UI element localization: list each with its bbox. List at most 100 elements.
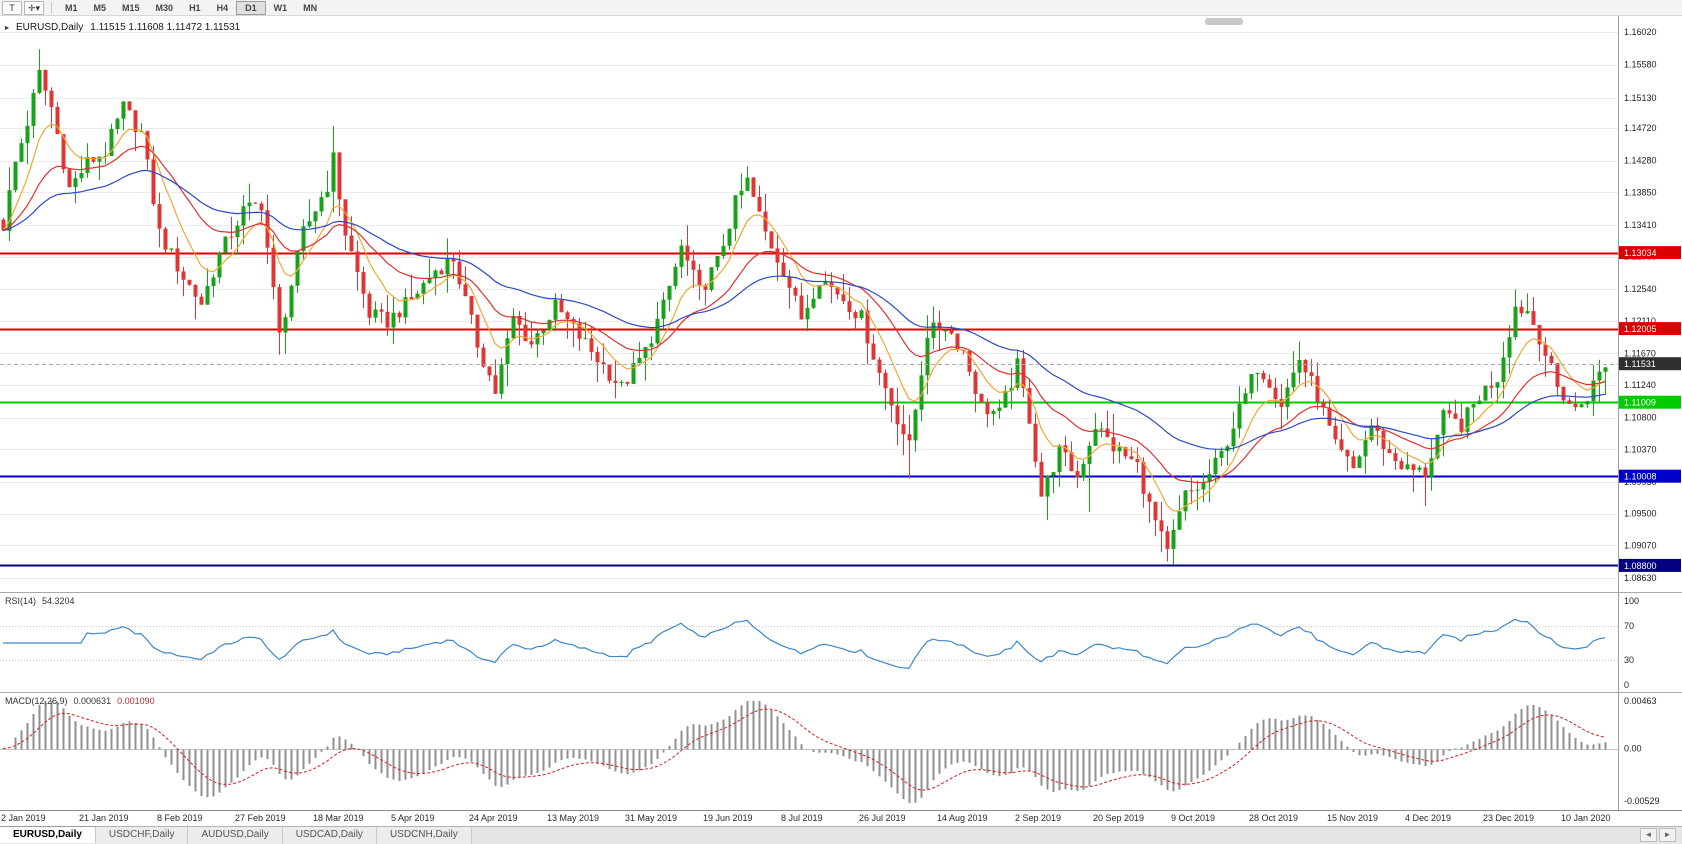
rsi-panel: RSI(14) 54.3204 100 70 30 0 [0, 592, 1682, 692]
svg-text:1.11670: 1.11670 [1624, 348, 1656, 358]
timeframe-m30-button[interactable]: M30 [155, 2, 174, 13]
price-tag-1.11531: 1.11531 [1619, 357, 1681, 371]
main-chart-panel: ▸ EURUSD,Daily 1.11515 1.11608 1.11472 1… [0, 16, 1682, 592]
rsi-value: 54.3204 [42, 596, 75, 606]
svg-text:1.11240: 1.11240 [1624, 380, 1656, 390]
toolbar-separator [51, 1, 52, 14]
rsi-name: RSI(14) [5, 596, 37, 606]
timeframe-w1-button[interactable]: W1 [273, 2, 288, 13]
svg-text:1.08800: 1.08800 [1624, 561, 1657, 571]
one-click-trading-arrow[interactable]: ▸ [5, 23, 10, 32]
macd-name: MACD(12,26,9) [5, 696, 68, 706]
date-label: 21 Jan 2019 [79, 813, 129, 823]
svg-text:1.15580: 1.15580 [1624, 60, 1657, 70]
candles [1, 49, 1608, 565]
price-tag-1.12005: 1.12005 [1619, 322, 1681, 336]
price-chart[interactable]: 1.16020 1.15580 1.15130 1.14720 1.14280 1.138… [0, 16, 1682, 592]
date-label: 4 Dec 2019 [1405, 813, 1452, 823]
macd-value-main: 0.000631 [73, 696, 112, 706]
svg-text:1.10800: 1.10800 [1624, 413, 1657, 423]
macd-axis-labels: 0.00463 0.00 -0.00529 [1624, 696, 1660, 806]
date-label: 19 Jun 2019 [703, 813, 753, 823]
svg-text:1.13850: 1.13850 [1624, 187, 1657, 197]
tab-usdcad-daily[interactable]: USDCAD,Daily [282, 827, 377, 844]
macd-panel: MACD(12,26,9) 0.000631 0.001090 0.00463 0… [0, 692, 1682, 810]
chart-ohlc-header: ▸ EURUSD,Daily 1.11515 1.11608 1.11472 1… [5, 22, 240, 33]
date-label: 20 Sep 2019 [1093, 813, 1145, 823]
price-tag-1.10008: 1.10008 [1619, 469, 1681, 483]
price-tag-1.11009: 1.11009 [1619, 395, 1681, 409]
date-label: 2 Jan 2019 [1, 813, 46, 823]
chart-symbol-label: EURUSD,Daily [16, 22, 84, 33]
date-label: 18 Mar 2019 [313, 813, 364, 823]
svg-text:1.10008: 1.10008 [1624, 472, 1657, 482]
price-axis-labels: 1.16020 1.15580 1.15130 1.14720 1.14280 1.138… [1624, 27, 1657, 583]
svg-text:1.10370: 1.10370 [1624, 444, 1657, 454]
rsi-label: RSI(14) 54.3204 [5, 596, 75, 606]
svg-text:0: 0 [1624, 680, 1629, 690]
svg-text:0.00: 0.00 [1624, 744, 1642, 754]
tab-scroll-arrows: ◄ ► [1638, 828, 1676, 842]
timeframe-h1-button[interactable]: H1 [189, 2, 201, 13]
svg-text:1.16020: 1.16020 [1624, 27, 1657, 37]
date-label: 5 Apr 2019 [391, 813, 435, 823]
date-label: 31 May 2019 [625, 813, 678, 823]
svg-text:1.08630: 1.08630 [1624, 573, 1657, 583]
rsi-axis-labels: 100 70 30 0 [1624, 596, 1639, 690]
svg-text:1.14720: 1.14720 [1624, 123, 1657, 133]
tab-scroll-left-button[interactable]: ◄ [1640, 828, 1657, 842]
svg-text:0.00463: 0.00463 [1624, 696, 1657, 706]
svg-text:-0.00529: -0.00529 [1624, 796, 1660, 806]
svg-text:70: 70 [1624, 621, 1634, 631]
date-label: 8 Jul 2019 [781, 813, 823, 823]
svg-text:1.12540: 1.12540 [1624, 284, 1657, 294]
tab-eurusd-daily[interactable]: EURUSD,Daily [0, 826, 96, 843]
price-tag-1.08800: 1.08800 [1619, 558, 1681, 572]
date-label: 9 Oct 2019 [1171, 813, 1216, 823]
svg-text:100: 100 [1624, 596, 1639, 606]
date-label: 28 Oct 2019 [1249, 813, 1299, 823]
svg-text:1.13034: 1.13034 [1624, 248, 1657, 258]
tab-audusd-daily[interactable]: AUDUSD,Daily [188, 827, 283, 844]
svg-text:1.13410: 1.13410 [1624, 220, 1657, 230]
svg-text:1.09070: 1.09070 [1624, 541, 1657, 551]
svg-text:1.14280: 1.14280 [1624, 156, 1657, 166]
ma-45-line [2, 169, 1606, 450]
rsi-line [3, 618, 1606, 670]
timeframe-mn-button[interactable]: MN [303, 2, 318, 13]
date-label: 26 Jul 2019 [859, 813, 906, 823]
toolbar: T ✛▾ M1 M5 M15 M30 H1 H4 D1 W1 MN [0, 0, 1682, 16]
timeframe-m1-button[interactable]: M1 [65, 2, 78, 13]
date-label: 13 May 2019 [547, 813, 600, 823]
macd-value-signal: 0.001090 [117, 696, 155, 706]
date-label: 8 Feb 2019 [157, 813, 203, 823]
svg-text:30: 30 [1624, 655, 1634, 665]
date-label: 2 Sep 2019 [1015, 813, 1062, 823]
tab-usdchf-daily[interactable]: USDCHF,Daily [95, 827, 189, 844]
svg-text:1.11009: 1.11009 [1624, 398, 1656, 408]
timeframe-h4-button[interactable]: H4 [216, 2, 229, 13]
svg-text:1.15130: 1.15130 [1624, 93, 1657, 103]
crosshair-tool-button[interactable]: ✛▾ [24, 0, 44, 15]
chart-scrollbar-thumb[interactable] [1205, 18, 1243, 25]
time-axis[interactable]: 2 Jan 2019 21 Jan 2019 8 Feb 2019 27 Feb 20… [0, 810, 1682, 826]
price-tag-1.13034: 1.13034 [1619, 246, 1681, 260]
timeframe-m5-button[interactable]: M5 [93, 2, 107, 13]
ma-8-line [2, 123, 1606, 512]
svg-text:1.12005: 1.12005 [1624, 324, 1657, 334]
macd-signal-line [2, 708, 1606, 791]
svg-text:1.11531: 1.11531 [1624, 359, 1656, 369]
date-label: 14 Aug 2019 [937, 813, 988, 823]
tab-usdcnh-daily[interactable]: USDCNH,Daily [376, 827, 472, 844]
text-tool-button[interactable]: T [2, 0, 22, 15]
date-label: 10 Jan 2020 [1561, 813, 1611, 823]
rsi-chart[interactable]: 100 70 30 0 [0, 593, 1682, 692]
timeframe-d1-button[interactable]: D1 [236, 0, 266, 15]
timeframe-m15-button[interactable]: M15 [122, 2, 140, 13]
date-label: 15 Nov 2019 [1327, 813, 1379, 823]
date-label: 24 Apr 2019 [469, 813, 518, 823]
ma-21-line [2, 145, 1606, 484]
macd-chart[interactable]: 0.00463 0.00 -0.00529 [0, 693, 1682, 810]
tab-scroll-right-button[interactable]: ► [1659, 828, 1676, 842]
